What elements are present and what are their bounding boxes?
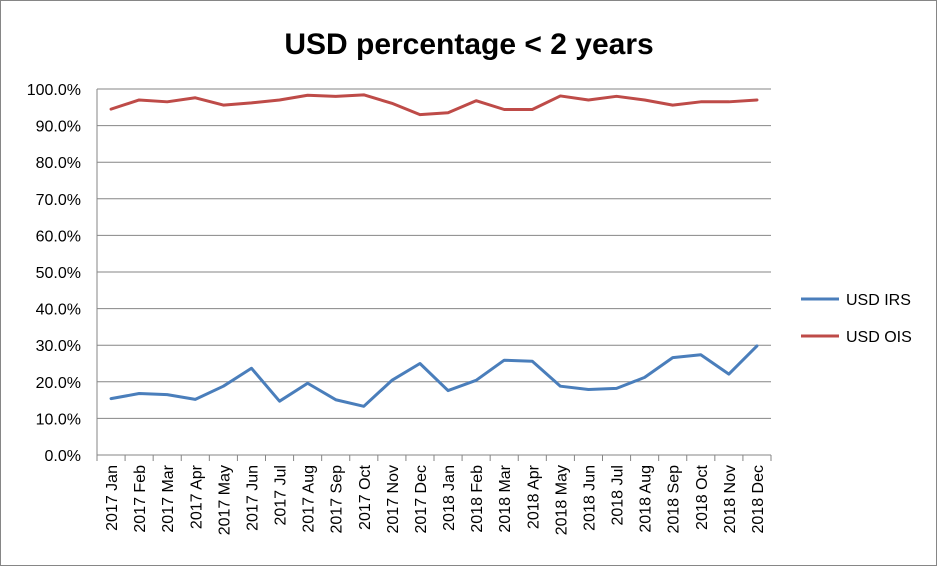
x-tick-label: 2018 Nov	[722, 465, 739, 534]
x-tick-label: 2018 Mar	[497, 464, 514, 532]
x-tick-label: 2018 Jul	[610, 465, 627, 526]
x-tick-label: 2017 Aug	[301, 465, 318, 533]
series-line-usd-ois	[109, 93, 759, 117]
x-tick-label: 2017 Feb	[132, 465, 149, 533]
gridlines	[97, 88, 771, 419]
series-lines	[109, 93, 759, 408]
x-tick-label: 2017 Jan	[104, 465, 121, 531]
x-tick-label: 2017 Jul	[273, 465, 290, 526]
y-tick-label: 70.0%	[36, 192, 81, 209]
chart-title: USD percentage < 2 years	[284, 28, 653, 61]
x-tick-label: 2018 Apr	[525, 464, 542, 529]
x-tick-label: 2017 Dec	[413, 465, 430, 534]
series-line-usd-irs	[109, 344, 759, 408]
x-tick-label: 2017 Nov	[385, 465, 402, 534]
x-tick-label: 2018 Jan	[441, 465, 458, 531]
y-tick-label: 100.0%	[27, 82, 81, 99]
legend-label: USD IRS	[846, 292, 911, 309]
x-tick-label: 2018 Sep	[666, 465, 683, 534]
x-tick-label: 2018 Aug	[638, 465, 655, 533]
y-tick-label: 0.0%	[45, 448, 81, 465]
x-tick-label: 2017 Oct	[357, 464, 374, 529]
x-tick-label: 2017 Jun	[244, 465, 261, 531]
x-tick-label: 2018 May	[553, 465, 570, 535]
y-tick-label: 90.0%	[36, 119, 81, 136]
axes: 0.0% 10.0% 20.0% 30.0% 40.0% 50.0% 60.0% 70.0% 8…	[27, 82, 772, 535]
y-tick-label: 30.0%	[36, 338, 81, 355]
y-tick-label: 40.0%	[36, 302, 81, 319]
x-tick-label: 2017 Apr	[188, 464, 205, 529]
legend: USD IRS USD OIS	[801, 292, 912, 346]
y-tick-label: 80.0%	[36, 155, 81, 172]
x-tick-label: 2017 Sep	[329, 465, 346, 534]
y-tick-label: 50.0%	[36, 265, 81, 282]
y-tick-label: 20.0%	[36, 375, 81, 392]
x-tick-label: 2017 Mar	[160, 464, 177, 532]
y-tick-label: 10.0%	[36, 411, 81, 428]
y-tick-label: 60.0%	[36, 228, 81, 245]
x-tick-label: 2018 Dec	[750, 465, 767, 534]
x-tick-label: 2018 Feb	[469, 465, 486, 533]
legend-label: USD OIS	[846, 329, 912, 346]
x-tick-label: 2018 Oct	[694, 464, 711, 529]
x-tick-label: 2017 May	[216, 465, 233, 535]
x-tick-label: 2018 Jun	[581, 465, 598, 531]
